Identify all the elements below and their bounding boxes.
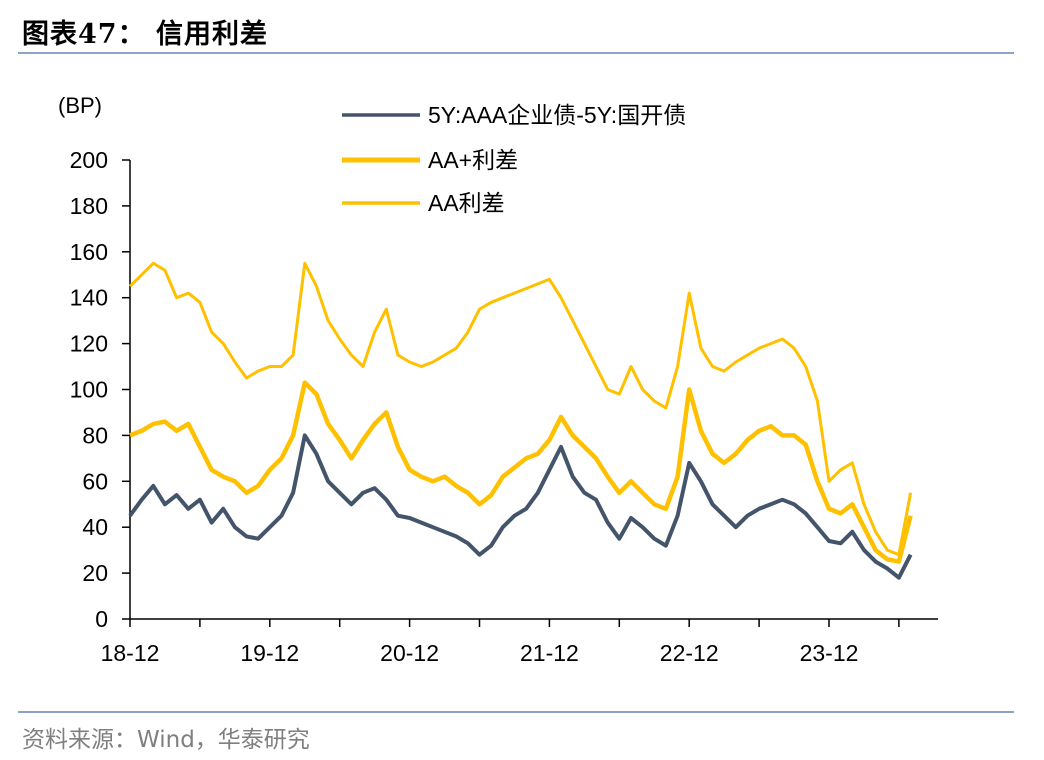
- x-tick-label: 22-12: [660, 640, 719, 666]
- y-tick-label: 180: [70, 193, 108, 219]
- x-tick-label: 20-12: [380, 640, 439, 666]
- x-axis: 18-12 19-12 20-12 21-12 22-12 23-12: [101, 618, 938, 666]
- series-line-0: [128, 433, 913, 580]
- y-tick-label: 160: [70, 239, 108, 265]
- y-tick-label: 20: [82, 560, 108, 586]
- x-tick-label: 19-12: [240, 640, 299, 666]
- series-line-2: [128, 261, 913, 557]
- legend: 5Y:AAA企业债-5Y:国开债 AA+利差 AA利差: [342, 102, 686, 216]
- y-axis-label: (BP): [58, 93, 102, 118]
- top-rule: [18, 52, 1014, 54]
- y-tick-label: 80: [82, 422, 108, 448]
- series-line-1: [129, 380, 913, 564]
- legend-label-1: AA+利差: [428, 147, 518, 173]
- x-tick-label: 21-12: [520, 640, 579, 666]
- y-tick-label: 0: [95, 606, 108, 632]
- x-tick-label: 23-12: [800, 640, 859, 666]
- source-note: 资料来源：Wind，华泰研究: [22, 727, 310, 753]
- y-tick-label: 60: [82, 468, 108, 494]
- y-tick-label: 120: [70, 331, 108, 357]
- legend-label-0: 5Y:AAA企业债-5Y:国开债: [428, 102, 686, 128]
- y-tick-label: 200: [70, 147, 108, 173]
- y-tick-label: 40: [82, 514, 108, 540]
- y-tick-label: 140: [70, 285, 108, 311]
- y-tick-label: 100: [70, 377, 108, 403]
- series-lines: [128, 261, 913, 580]
- chart-title: 图表47： 信用利差: [22, 19, 268, 50]
- bottom-rule: [18, 711, 1014, 713]
- x-tick-label: 18-12: [101, 640, 160, 666]
- y-axis: 0 20 40 60 80 100 120 140 160 180 200: [70, 147, 131, 632]
- legend-label-2: AA利差: [428, 190, 505, 216]
